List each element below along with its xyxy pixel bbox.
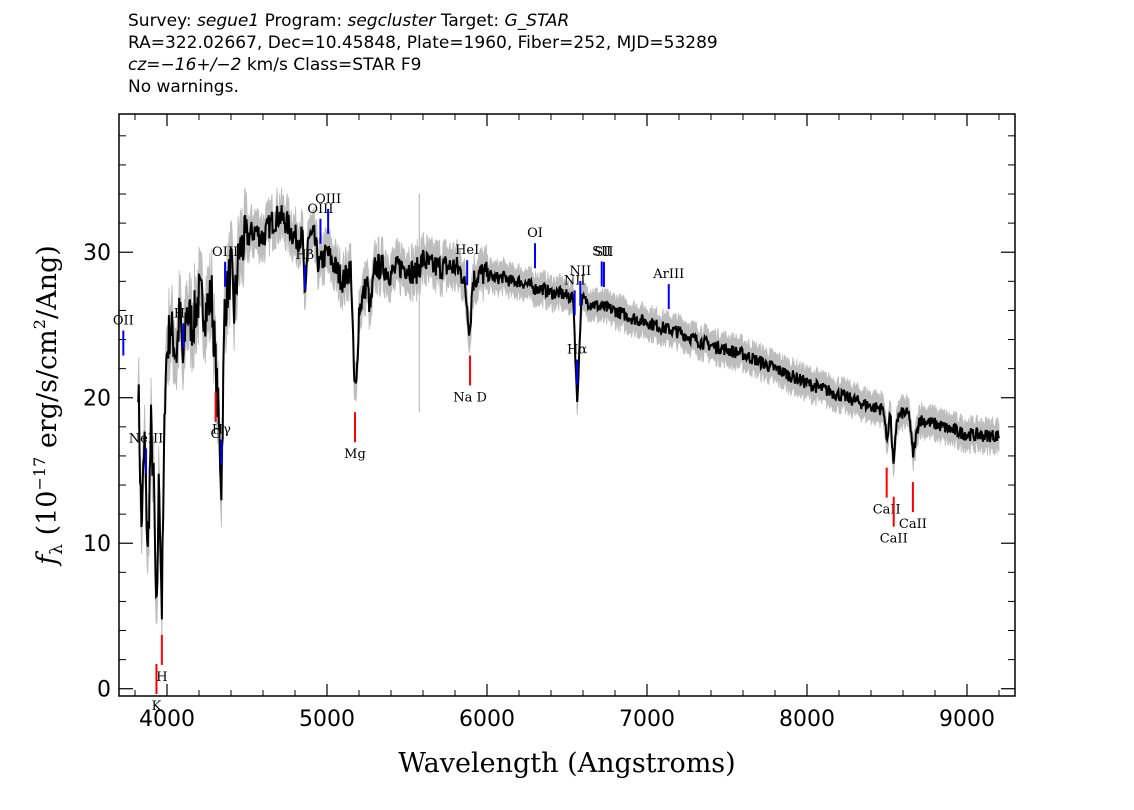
target-label: Target:: [440, 11, 500, 31]
x-tick-label: 8000: [779, 707, 835, 732]
header-line-2: RA=322.02667, Dec=10.45848, Plate=1960, …: [128, 33, 718, 53]
emission-line-label: NeIII: [129, 431, 163, 446]
y-axis-label: fλ (10−17 erg/s/cm2/Ang): [30, 245, 67, 567]
absorption-line-label: Na D: [453, 390, 487, 405]
absorption-line-label: CaII: [873, 503, 901, 518]
survey-label: Survey:: [128, 11, 192, 31]
axes-layer: 4000 5000 6000 7000 8000 9000 0 10 20 30: [83, 114, 1015, 732]
survey-value: segue1: [197, 11, 260, 31]
y-tick-label: 10: [83, 532, 111, 557]
y-tick-label: 0: [97, 678, 111, 703]
emission-line-label: SII: [594, 245, 613, 260]
header-line-4: No warnings.: [128, 77, 239, 97]
x-tick-label: 9000: [939, 707, 995, 732]
y-tick-label: 20: [83, 387, 111, 412]
emission-line-label: Hγ: [212, 423, 231, 438]
absorption-line-label: K: [152, 699, 162, 714]
emission-line-label: OIII: [315, 192, 341, 207]
error-band-layer: [137, 187, 1000, 647]
emission-line-label: Hβ: [295, 248, 314, 263]
program-value: segcluster: [347, 11, 436, 31]
emission-line-label: Hα: [567, 343, 587, 358]
x-tick-label: 7000: [619, 707, 675, 732]
spectrum-header: Survey: segue1 Program: segcluster Targe…: [128, 10, 718, 98]
absorption-line-label: CaII: [899, 517, 927, 532]
emission-line-label: HeI: [455, 243, 479, 258]
x-axis-label: Wavelength (Angstroms): [398, 748, 735, 779]
program-label: Program:: [264, 11, 343, 31]
absorption-line-label: G: [210, 427, 220, 442]
x-tick-label: 5000: [299, 707, 355, 732]
target-value: G_STAR: [504, 11, 570, 31]
header-line-1: Survey: segue1 Program: segcluster Targe…: [128, 10, 718, 32]
spectrum-line: [137, 205, 1000, 620]
x-tick-label: 6000: [459, 707, 515, 732]
header-line-3: cz=−16+/−2 km/s Class=STAR F9: [128, 54, 718, 76]
absorption-line-label: Mg: [344, 447, 366, 462]
cz-value: −16+/−2: [160, 55, 242, 75]
emission-line-label: Hδ: [174, 306, 193, 321]
emission-line-label: OIII: [307, 202, 333, 217]
cz-label: cz=: [128, 55, 161, 75]
y-tick-label: 30: [83, 241, 111, 266]
absorption-line-label: CaII: [880, 532, 908, 547]
absorption-line-label: H: [156, 670, 167, 685]
emission-line-label: OIII: [212, 245, 238, 260]
spectrum-layer: [137, 205, 1000, 620]
x-tick-label: 4000: [139, 707, 195, 732]
emission-line-label: SII: [592, 244, 611, 259]
cz-class: km/s Class=STAR F9: [241, 55, 422, 75]
emission-line-label: NII: [569, 264, 591, 279]
error-band: [137, 187, 1000, 647]
emission-line-label: OI: [527, 226, 543, 241]
emission-line-label: OII: [113, 314, 134, 329]
plot-frame: [118, 113, 1016, 697]
emission-line-label: ArIII: [652, 267, 684, 282]
